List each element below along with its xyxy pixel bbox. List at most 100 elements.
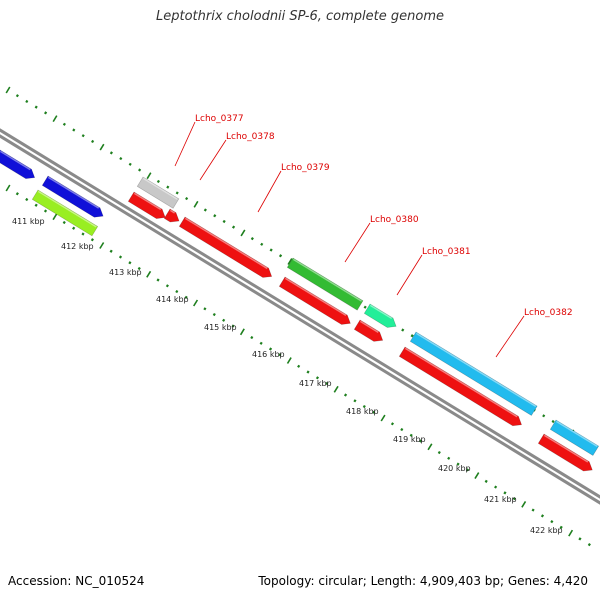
tick-label: 411 kbp	[12, 217, 45, 226]
gene-label-lcho_0378: Lcho_0378	[226, 132, 275, 142]
minor-tick	[372, 410, 376, 414]
tick-labels: 411 kbp 412 kbp 413 kbp 414 kbp 415 kbp 416 k…	[12, 217, 563, 535]
gene-features	[0, 149, 600, 472]
minor-tick	[363, 305, 367, 309]
callout-leader-line	[174, 121, 196, 167]
gene-feature-feat-red-3	[178, 216, 273, 278]
major-tick	[193, 299, 199, 307]
minor-tick	[137, 266, 141, 271]
minor-tick	[410, 334, 414, 338]
feat-gray-1-highlight	[142, 177, 178, 200]
minor-tick	[437, 450, 441, 455]
minor-tick	[222, 318, 226, 322]
major-tick	[240, 229, 246, 237]
feat-blue-1-shape	[0, 149, 36, 179]
map-title: Leptothrix cholodnii SP-6, complete geno…	[156, 9, 444, 24]
callout-leader-line	[495, 315, 525, 358]
gene-feature-feat-gray-1	[136, 176, 180, 209]
gene-feature-feat-red-6	[398, 346, 522, 427]
feat-green-1-highlight	[37, 190, 97, 228]
minor-tick	[109, 151, 113, 155]
tick-label: 412 kbp	[61, 242, 94, 251]
gene-label-lcho_0380: Lcho_0380	[370, 215, 419, 225]
minor-tick	[175, 289, 179, 294]
feat-cyan-2-shape	[549, 419, 600, 456]
minor-tick	[34, 105, 38, 109]
feat-cyan-1-highlight	[415, 332, 537, 408]
minor-tick	[34, 203, 38, 207]
feat-green-2-highlight	[292, 258, 362, 302]
gene-label-lcho_0382: Lcho_0382	[524, 308, 573, 318]
major-tick	[5, 86, 11, 94]
minor-tick	[165, 284, 169, 288]
gene-feature-feat-blue-2	[41, 175, 104, 218]
minor-tick	[306, 370, 310, 374]
callout-leader-line	[396, 254, 423, 296]
feat-red-6-shape	[398, 346, 522, 427]
minor-tick	[260, 242, 264, 246]
major-tick	[380, 414, 386, 422]
minor-tick	[456, 462, 460, 466]
minor-tick	[118, 255, 123, 259]
tick-label: 422 kbp	[530, 526, 563, 535]
backbone	[0, 128, 600, 505]
tick-label: 415 kbp	[204, 323, 237, 332]
gene-feature-feat-red-4	[278, 276, 351, 325]
major-tick	[146, 172, 152, 180]
major-tick	[333, 385, 339, 393]
gene-feature-feat-teal-1	[363, 303, 397, 328]
major-tick	[5, 184, 11, 192]
gene-feature-feat-green-2	[286, 257, 364, 311]
minor-tick	[278, 353, 282, 357]
feat-green-1-shape	[31, 189, 99, 237]
major-tick	[521, 500, 527, 508]
feat-red-3-highlight	[184, 217, 268, 270]
gene-feature-feat-blue-1	[0, 149, 36, 179]
major-tick	[193, 200, 199, 208]
minor-tick	[156, 179, 160, 184]
minor-tick	[222, 219, 226, 224]
minor-tick	[465, 468, 470, 472]
feat-teal-1-highlight	[369, 304, 393, 320]
gene-feature-feat-green-1	[31, 189, 99, 237]
major-tick	[568, 529, 574, 537]
minor-tick	[390, 422, 395, 426]
major-tick	[99, 143, 105, 151]
tick-label: 417 kbp	[299, 379, 332, 388]
minor-tick	[90, 238, 94, 242]
minor-tick	[15, 94, 19, 98]
major-tick	[287, 258, 293, 265]
major-tick	[427, 443, 433, 451]
callout-leader-line	[199, 139, 227, 181]
tick-label: 414 kbp	[156, 295, 189, 304]
minor-tick	[559, 525, 563, 529]
minor-tick	[531, 508, 535, 512]
tick-label: 419 kbp	[393, 435, 426, 444]
feat-cyan-1-shape	[409, 331, 538, 416]
genome-summary-text: Topology: circular; Length: 4,909,403 bp…	[258, 574, 588, 588]
major-tick	[286, 357, 292, 364]
feat-red-7-highlight	[543, 434, 589, 463]
gene-callouts: Lcho_0377 Lcho_0378 Lcho_0379 Lcho_0380 Lcho…	[174, 114, 573, 358]
tick-label: 416 kbp	[252, 350, 285, 359]
minor-tick	[250, 335, 254, 340]
tick-label: 420 kbp	[438, 464, 471, 473]
minor-tick	[81, 134, 85, 138]
minor-tick	[400, 427, 404, 432]
minor-tick	[184, 295, 188, 299]
gene-label-lcho_0381: Lcho_0381	[422, 247, 471, 257]
feat-red-5-highlight	[359, 320, 379, 333]
minor-tick	[484, 479, 488, 483]
feat-blue-2-highlight	[47, 176, 100, 209]
feat-red-4-highlight	[284, 277, 347, 317]
minor-tick	[203, 208, 207, 212]
minor-tick	[72, 128, 76, 132]
minor-tick	[231, 324, 235, 328]
minor-tick	[109, 249, 113, 253]
feat-blue-1-highlight	[0, 150, 31, 171]
minor-tick	[212, 312, 216, 317]
minor-tick	[401, 328, 405, 332]
minor-tick	[578, 537, 582, 541]
minor-tick	[540, 514, 545, 518]
minor-tick	[91, 139, 95, 144]
